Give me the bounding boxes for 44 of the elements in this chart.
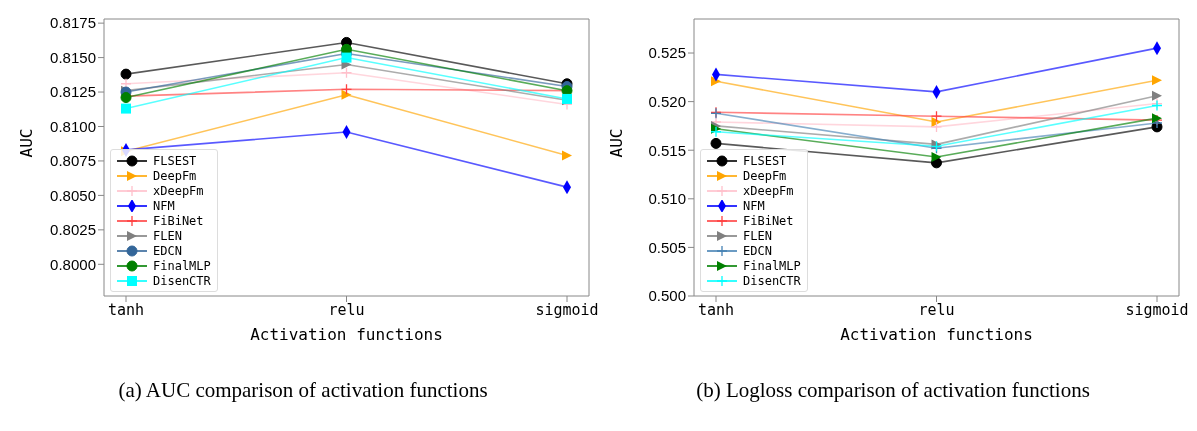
y-tick-label: 0.520 [648, 92, 686, 110]
y-tick-label: 0.515 [648, 141, 686, 159]
x-tick-label: sigmoid [535, 300, 599, 319]
y-tick-label: 0.8175 [50, 14, 96, 32]
x-tick-label: sigmoid [1125, 300, 1189, 319]
legend-label: DisenCTR [743, 273, 801, 288]
legend-label: FLSEST [153, 153, 197, 168]
legend-label: FLSEST [743, 153, 787, 168]
legend-label: FinalMLP [743, 258, 801, 273]
y-tick-label: 0.510 [648, 190, 686, 208]
y-tick-label: 0.8075 [50, 152, 96, 170]
legend-label: EDCN [743, 243, 772, 258]
legend-label: NFM [153, 198, 175, 213]
x-axis-title: Activation functions [250, 325, 443, 344]
legend-label: DisenCTR [153, 273, 211, 288]
legend-label: EDCN [153, 243, 182, 258]
x-tick-label: relu [328, 300, 365, 319]
legend-label: FLEN [743, 228, 772, 243]
y-tick-label: 0.8000 [50, 255, 96, 273]
y-tick-label: 0.505 [648, 238, 686, 256]
legend-label: DeepFm [153, 168, 197, 183]
x-tick-label: tanh [697, 300, 735, 319]
y-axis-title: AUC [16, 128, 36, 158]
y-axis-title: AUC [606, 128, 626, 158]
legend-label: FiBiNet [743, 213, 794, 228]
legend-label: FinalMLP [153, 258, 211, 273]
legend-label: DeepFm [743, 168, 787, 183]
legend-label: xDeepFm [743, 183, 794, 198]
text: (b) Logloss comparison of activation functions [695, 378, 1091, 403]
y-tick-label: 0.8150 [50, 48, 96, 66]
y-tick-label: 0.8100 [50, 117, 96, 135]
legend-label: FiBiNet [153, 213, 204, 228]
y-tick-label: 0.525 [648, 44, 686, 62]
y-tick-label: 0.8025 [50, 221, 96, 239]
legend-label: FLEN [153, 228, 182, 243]
y-tick-label: 0.8125 [50, 83, 96, 101]
y-tick-label: 0.8050 [50, 186, 96, 204]
legend-label: NFM [743, 198, 765, 213]
y-tick-label: 0.500 [648, 287, 686, 305]
x-axis-title: Activation functions [840, 325, 1033, 344]
legend-label: xDeepFm [153, 183, 204, 198]
text: (a) AUC comparison of activation functions [117, 378, 489, 403]
x-tick-label: tanh [107, 300, 145, 319]
x-tick-label: relu [918, 300, 955, 319]
